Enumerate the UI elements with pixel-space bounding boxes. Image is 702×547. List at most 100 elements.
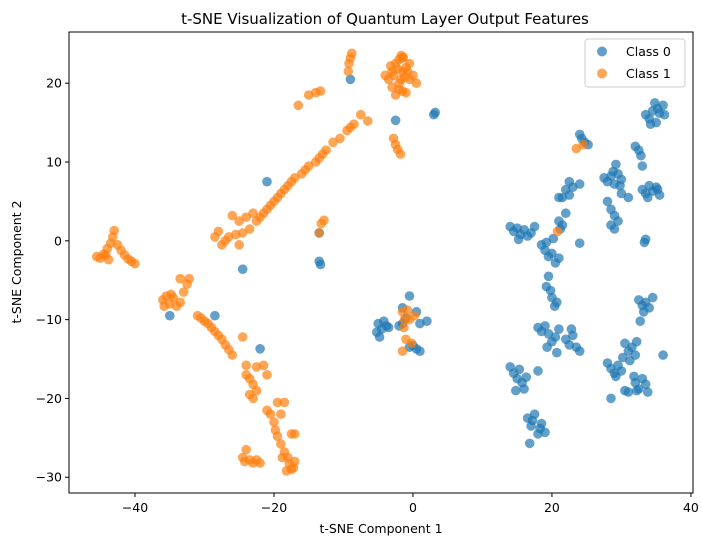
point-class-0-91 [521,372,531,383]
plot-frame [68,31,694,494]
point-class-0-102 [524,438,535,449]
point-class-0-133 [659,109,670,120]
point-class-0-119 [623,192,634,203]
point-class-1-152 [290,456,300,467]
point-class-0-78 [552,347,562,358]
point-class-1-74 [314,228,325,238]
point-class-1-73 [319,215,329,226]
point-class-0-76 [554,324,564,334]
point-class-0-43 [547,248,557,259]
x-tick-label: −40 [122,500,148,515]
point-class-0-148 [647,292,658,303]
point-class-0-149 [638,307,649,317]
point-class-0-131 [645,119,656,129]
point-class-1-61 [234,216,244,226]
point-class-1-62 [227,210,238,221]
point-class-0-15 [379,316,389,327]
point-class-1-155 [241,444,251,455]
point-class-0-90 [519,384,529,394]
point-class-0-38 [529,221,540,232]
point-class-0-140 [643,192,653,203]
point-class-0-168 [631,385,642,396]
point-class-0-123 [637,161,648,171]
legend-marker-class-0 [597,46,607,57]
legend-marker-class-1 [597,68,607,79]
point-class-1-87 [409,310,420,321]
point-class-0-169 [643,387,653,397]
point-class-0-0 [345,74,356,85]
point-class-1-163 [279,397,290,408]
point-class-1-81 [578,139,588,150]
point-class-0-151 [620,338,630,349]
point-class-1-145 [276,439,286,449]
point-class-1-84 [402,305,413,316]
point-class-0-21 [422,316,432,327]
point-class-1-46 [297,169,307,179]
point-class-1-160 [240,456,250,467]
point-class-1-97 [92,251,102,262]
point-class-1-135 [251,385,262,396]
y-tick-label: 0 [54,233,62,248]
point-class-1-105 [101,250,111,260]
point-class-1-60 [241,212,251,222]
point-class-1-29 [398,52,409,62]
point-class-0-59 [564,190,575,200]
point-class-1-112 [178,287,189,297]
point-class-0-29 [210,310,220,321]
point-class-1-22 [385,61,396,71]
point-class-1-144 [272,431,283,442]
y-tick-label: −30 [36,470,62,485]
point-class-0-117 [609,224,620,234]
point-class-1-85 [399,322,409,333]
y-tick-label: −20 [36,391,62,406]
point-class-1-21 [402,66,413,77]
point-class-0-172 [623,387,634,397]
point-class-1-71 [217,240,227,250]
point-class-0-69 [552,297,562,308]
point-class-0-174 [658,350,668,360]
point-class-1-134 [248,393,258,404]
point-class-1-138 [258,360,269,371]
point-class-0-52 [574,238,585,248]
point-class-0-66 [545,285,556,296]
point-class-0-39 [513,234,524,245]
point-class-1-115 [175,273,185,284]
x-tick-label: 40 [683,500,699,515]
point-class-1-63 [244,224,255,234]
point-class-1-90 [397,346,408,357]
x-tick-label: 20 [544,500,560,515]
legend-label-class-1: Class 1 [626,66,671,81]
point-class-0-93 [533,366,543,376]
point-class-1-70 [234,240,244,250]
y-tick-label: 10 [46,155,62,170]
legend: Class 0 Class 1 [584,38,686,88]
point-class-1-58 [251,216,262,226]
x-axis-label: t-SNE Component 1 [319,521,442,536]
point-class-0-45 [554,253,564,263]
point-class-1-79 [363,116,373,126]
point-class-0-3 [430,107,441,118]
point-class-0-112 [602,196,613,207]
point-class-1-34 [356,109,366,120]
point-class-1-103 [130,258,140,269]
point-class-0-167 [640,379,651,390]
point-class-0-75 [550,332,561,342]
point-class-1-136 [241,360,251,371]
point-class-1-43 [310,157,321,167]
point-class-1-117 [166,289,176,300]
point-class-0-72 [540,321,550,331]
point-class-0-18 [404,291,415,301]
y-axis-ticks: −30 −20 −10 0 10 20 [36,76,69,485]
point-class-0-163 [611,371,621,382]
point-class-0-115 [613,216,623,226]
y-tick-label: 20 [46,76,62,91]
point-class-1-128 [227,350,238,360]
point-class-0-28 [165,310,175,321]
point-class-1-142 [269,417,279,427]
point-class-0-84 [566,324,577,334]
point-class-0-122 [636,150,646,161]
point-class-0-13 [374,332,385,342]
point-class-0-4 [262,176,272,187]
point-class-0-83 [574,346,585,357]
